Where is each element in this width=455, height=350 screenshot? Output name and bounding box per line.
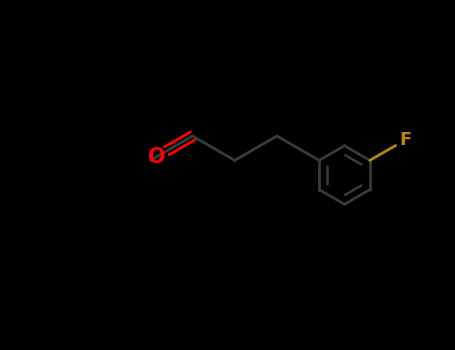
Text: O: O xyxy=(148,147,166,167)
Text: F: F xyxy=(399,131,412,149)
